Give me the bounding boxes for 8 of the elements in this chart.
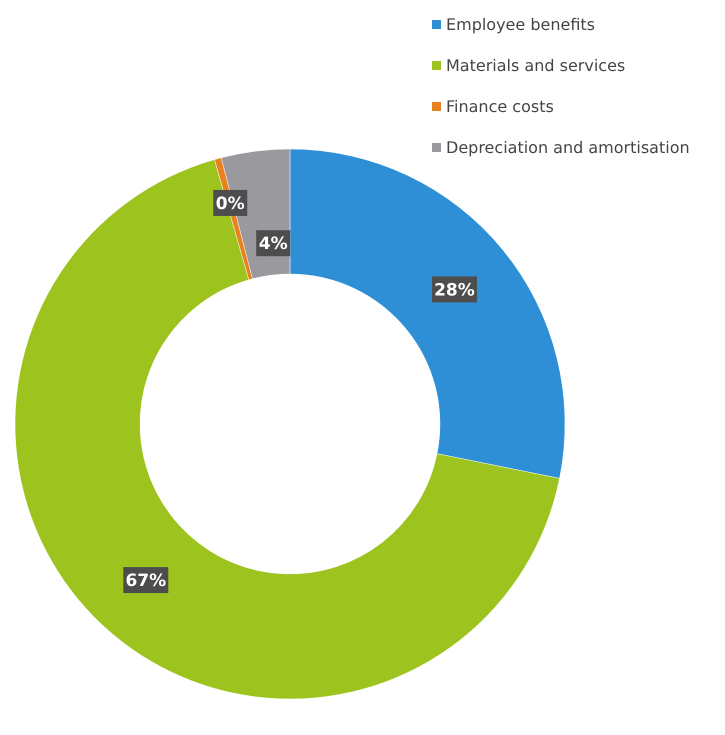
- legend-label: Employee benefits: [446, 15, 595, 34]
- legend-label: Depreciation and amortisation: [446, 138, 690, 157]
- data-label: 0%: [216, 194, 245, 214]
- data-label: 28%: [434, 280, 475, 300]
- data-label: 67%: [125, 571, 166, 592]
- legend-label: Finance costs: [446, 97, 554, 116]
- data-label: 4%: [258, 234, 288, 254]
- legend-label: Materials and services: [446, 56, 626, 75]
